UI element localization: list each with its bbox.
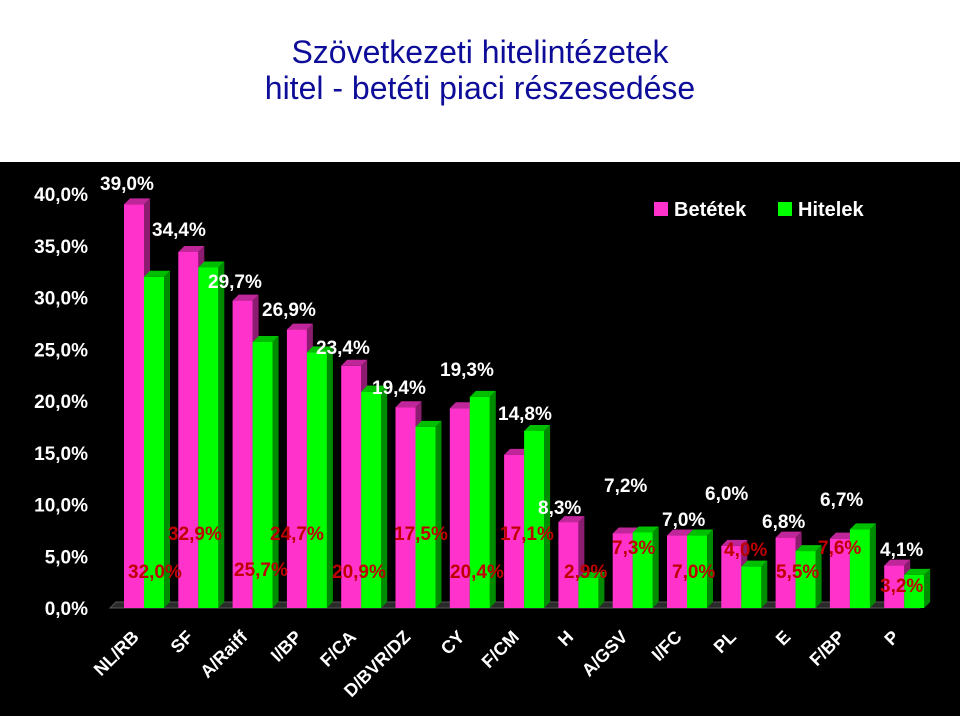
data-label: 6,0% (705, 484, 748, 505)
chart-title-line1: Szövetkezeti hitelintézetek (291, 34, 669, 70)
bar-hitelek (415, 420, 442, 608)
y-tick-label: 25,0% (34, 340, 88, 361)
data-label: 17,1% (500, 524, 554, 545)
data-label: 24,7% (270, 524, 324, 545)
x-tick-label: F/BP (806, 627, 849, 670)
y-tick-label: 20,0% (34, 392, 88, 413)
chart-panel: 0,0% 5,0% 10,0% 15,0% 20,0% 25,0% 30,0% 35,0% 40… (0, 162, 960, 716)
data-label: 19,4% (372, 378, 426, 399)
bar-betetek (558, 516, 585, 608)
data-label: 34,4% (152, 220, 206, 241)
data-label: 5,5% (776, 562, 819, 583)
data-label: 39,0% (100, 174, 154, 195)
bar-hitelek (361, 385, 388, 608)
data-label: 7,6% (818, 538, 861, 559)
data-label: 20,4% (450, 562, 504, 583)
data-label: 17,5% (394, 524, 448, 545)
legend-swatch (778, 202, 792, 216)
data-label: 6,8% (762, 512, 805, 533)
bar-hitelek (198, 261, 225, 608)
y-tick-label: 0,0% (45, 599, 88, 620)
x-tick-label: CY (437, 627, 469, 659)
chart-title-line2: hitel - betéti piaci részesedése (264, 70, 696, 106)
data-label: 25,7% (234, 560, 288, 581)
data-label: 20,9% (332, 562, 386, 583)
bar-hitelek (849, 523, 876, 608)
bar-hitelek (524, 425, 551, 608)
data-label: 26,9% (262, 300, 316, 321)
chart-svg: 0,0% 5,0% 10,0% 15,0% 20,0% 25,0% 30,0% 35,0% 40… (34, 174, 931, 701)
data-label: 3,2% (880, 576, 923, 597)
x-tick-label: A/GSV (578, 627, 632, 681)
y-tick-label: 10,0% (34, 496, 88, 517)
x-tick-label: PL (710, 627, 740, 657)
data-label: 2,9% (564, 562, 607, 583)
data-label: 7,0% (662, 510, 705, 531)
data-label: 8,3% (538, 498, 581, 519)
data-label: 7,3% (612, 538, 655, 559)
x-tick-label: H (554, 627, 577, 650)
bar-hitelek (741, 560, 768, 608)
bar-hitelek (469, 390, 496, 608)
bar-hitelek (687, 529, 713, 608)
x-tick-label: E (772, 627, 795, 650)
x-tick-label: I/FC (648, 627, 686, 665)
data-label: 19,3% (440, 360, 494, 381)
legend: Betétek Hitelek (654, 199, 864, 221)
bar-hitelek (144, 270, 170, 608)
y-tick-label: 15,0% (34, 444, 88, 465)
x-tick-label: SF (167, 627, 197, 657)
x-tick-label: A/Raiff (196, 626, 252, 682)
data-label: 6,7% (820, 490, 863, 511)
bar-hitelek (632, 526, 659, 608)
chart-title: Szövetkezeti hitelintézetek hitel - beté… (0, 34, 960, 106)
y-tick-label: 40,0% (34, 185, 88, 206)
bar-hitelek (795, 545, 822, 608)
x-tick-label: F/CA (316, 627, 360, 671)
data-label: 4,1% (880, 540, 923, 561)
data-label: 29,7% (208, 272, 262, 293)
data-label: 32,0% (128, 562, 182, 583)
y-tick-label: 35,0% (34, 237, 88, 258)
legend-label: Betétek (674, 199, 747, 221)
x-tick-label: I/BP (267, 627, 306, 666)
data-label: 14,8% (498, 404, 552, 425)
y-tick-label: 30,0% (34, 289, 88, 310)
legend-label: Hitelek (798, 199, 864, 221)
legend-swatch (654, 202, 668, 216)
data-label: 4,0% (724, 540, 767, 561)
x-tick-label: P (880, 627, 903, 650)
bar-hitelek (578, 571, 605, 608)
data-label: 7,2% (604, 476, 647, 497)
data-label: 32,9% (168, 524, 222, 545)
x-tick-label: NL/RB (90, 627, 143, 680)
bar-hitelek (252, 336, 279, 608)
y-tick-label: 5,0% (45, 547, 88, 568)
data-label: 23,4% (316, 338, 370, 359)
bar-hitelek (904, 568, 931, 608)
data-label: 7,0% (672, 562, 715, 583)
bar-hitelek (306, 346, 333, 608)
x-tick-label: F/CM (478, 627, 523, 672)
